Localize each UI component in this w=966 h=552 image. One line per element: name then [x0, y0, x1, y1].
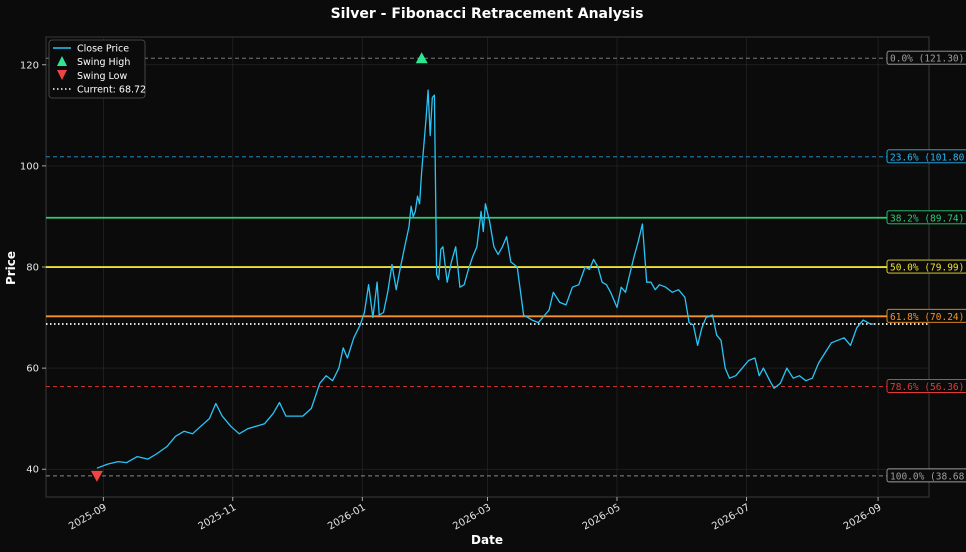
y-tick-label: 40 — [26, 465, 39, 476]
fib-level-label-text: 50.0% (79.99) — [890, 263, 964, 274]
fib-level-label-text: 38.2% (89.74) — [890, 213, 964, 224]
fib-level-label-box — [886, 379, 966, 393]
swing-high-marker — [415, 52, 428, 64]
fib-level-label: 100.0% (38.68) — [886, 468, 966, 483]
fib-level-label-text: 61.8% (70.24) — [890, 312, 964, 323]
fib-level-label-box — [886, 50, 966, 65]
y-tick-label: 100 — [20, 161, 39, 172]
fib-level-label-text: 0.0% (121.30) — [890, 54, 964, 65]
y-axis-title: Price — [4, 251, 18, 285]
fib-level-label: 50.0% (79.99) — [886, 259, 966, 274]
legend-swing-low-label: Swing Low — [77, 71, 127, 82]
fib-level-label: 23.6% (101.80) — [886, 149, 966, 164]
fib-level-label: 78.6% (56.36) — [886, 379, 966, 393]
legend-swing-high-icon — [57, 56, 67, 66]
close-price-line — [96, 89, 874, 469]
y-tick-label: 60 — [26, 364, 39, 375]
legend-current-label: Current: 68.72 — [77, 85, 146, 96]
fib-level-label-text: 23.6% (101.80) — [890, 152, 966, 163]
fib-level-label-box — [886, 259, 966, 274]
fibonacci-levels: 0.0% (121.30) 23.6% (101.80) 38.2% (89.74)… — [46, 50, 966, 483]
fib-level-label-text: 100.0% (38.68) — [890, 471, 966, 482]
y-tick-label: 120 — [20, 60, 39, 71]
chart-title: Silver - Fibonacci Retracement Analysis — [331, 6, 644, 22]
fib-level-label: 61.8% (70.24) — [886, 308, 966, 323]
x-axis-title: Date — [471, 533, 503, 547]
swing-low-marker — [90, 470, 103, 482]
fib-level-label: 38.2% (89.74) — [886, 210, 966, 225]
series-layer — [96, 89, 874, 469]
fib-level-label-box — [886, 468, 966, 483]
legend: Close Price Swing High Swing Low Current… — [48, 39, 146, 99]
y-tick-label: 80 — [26, 263, 39, 274]
fib-level-label: 0.0% (121.30) — [886, 50, 966, 65]
swing-markers — [90, 52, 428, 482]
legend-swing-high-label: Swing High — [77, 57, 130, 68]
legend-box — [48, 39, 146, 99]
fib-level-label-box — [886, 149, 966, 164]
legend-swing-low-icon — [57, 70, 67, 80]
legend-close-label: Close Price — [77, 44, 129, 55]
fib-level-label-box — [886, 210, 966, 225]
fib-level-label-text: 78.6% (56.36) — [890, 382, 964, 393]
fib-level-label-box — [886, 308, 966, 323]
